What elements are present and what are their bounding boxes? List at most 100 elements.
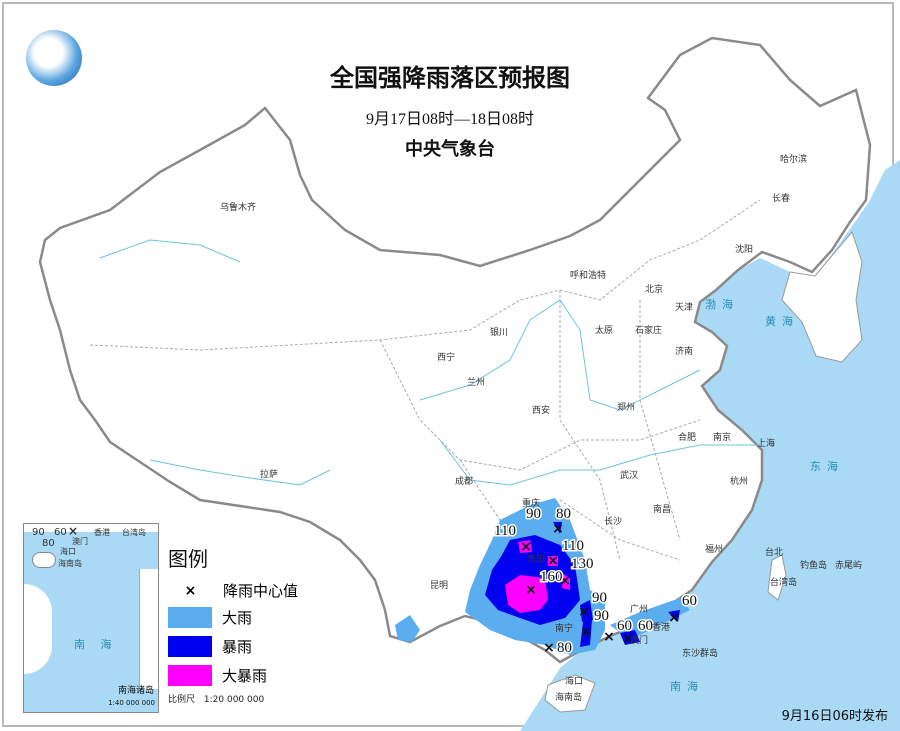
rain-value: 90 — [594, 608, 609, 624]
rain-center-icon: × — [520, 539, 532, 555]
city-label: 呼和浩特 — [570, 269, 606, 281]
map-title: 全国强降雨落区预报图 — [330, 64, 570, 92]
issuer: 中央气象台 — [405, 139, 495, 160]
legend: 图例 × 降雨中心值 大雨 暴雨 大暴雨 比例尺 1:20 000 000 — [168, 543, 298, 705]
rain-value: 110 — [562, 538, 584, 554]
legend-item-storm: 暴雨 — [168, 636, 298, 657]
rain-centers: × × × × × × × × × × × — [520, 521, 680, 656]
inset-label: 香港 — [94, 528, 110, 537]
rain-center-icon: × — [603, 629, 615, 645]
rain-value: 60 — [638, 618, 653, 634]
city-label: 武汉 — [620, 469, 638, 481]
legend-item-rain-center: × 降雨中心值 — [168, 580, 298, 601]
city-label: 台北 — [765, 546, 783, 558]
title-block: 全国强降雨落区预报图 9月17日08时—18日08时 中央气象台 — [0, 58, 900, 161]
rain-center-icon: × — [668, 610, 680, 626]
legend-label: 暴雨 — [222, 638, 253, 656]
city-label: 香港 — [652, 621, 670, 633]
forecast-period: 9月17日08时—18日08时 — [365, 111, 534, 128]
rain-value: 90 — [526, 506, 541, 522]
inset-label: 海口 — [60, 547, 76, 556]
korea-peninsula — [781, 231, 863, 363]
cma-logo — [26, 30, 82, 86]
hainan-island — [544, 674, 596, 713]
city-label: 贵阳 — [527, 553, 545, 565]
city-label: 海口 — [565, 675, 583, 687]
rain-area-severe — [505, 540, 570, 613]
rain-value: 60 — [617, 618, 632, 634]
sea-label: 渤海 — [705, 297, 739, 311]
city-label: 石家庄 — [635, 324, 662, 336]
city-label: 合肥 — [678, 431, 696, 443]
rain-center-icon: × — [543, 640, 555, 656]
city-label: 成都 — [455, 475, 473, 487]
china-outline — [38, 36, 872, 664]
city-label: 哈尔滨 — [780, 153, 807, 165]
city-label: 杭州 — [730, 475, 748, 487]
swatch-storm — [168, 636, 212, 657]
city-label: 福州 — [705, 543, 723, 555]
rain-value: 110 — [494, 523, 516, 539]
legend-label: 大雨 — [222, 609, 253, 627]
city-label: 赤尾屿 — [835, 560, 862, 571]
legend-title: 图例 — [168, 547, 208, 571]
rain-center-icon: × — [68, 524, 79, 538]
inset-value: 60 — [54, 527, 67, 538]
city-label: 东沙群岛 — [682, 647, 718, 659]
city-label: 太原 — [595, 324, 613, 336]
rain-center-icon: × — [622, 631, 634, 647]
sea-label: 黄海 — [765, 314, 799, 328]
legend-item-heavy: 大雨 — [168, 607, 298, 628]
rain-value: 80 — [557, 640, 572, 656]
scale-label: 比例尺 — [168, 695, 196, 705]
inset-label: 台湾岛 — [122, 528, 146, 537]
city-label: 银川 — [490, 326, 508, 338]
rain-area-storm — [485, 522, 680, 647]
rain-center-icon: × — [559, 573, 571, 589]
city-label: 南昌 — [653, 503, 671, 515]
city-label: 北京 — [645, 283, 663, 295]
south-china-sea-inset: 90 60 × 80 台湾岛 海口 海南岛 澳门 香港 南 海 南海诸岛 1:4… — [23, 523, 159, 713]
taiwan-island — [767, 554, 787, 601]
city-label: 天津 — [675, 302, 693, 313]
issue-time: 9月16日06时发布 — [781, 705, 888, 724]
rain-center-icon: × — [578, 604, 590, 620]
inset-sea-label: 南 海 — [74, 638, 118, 651]
inset-value: 80 — [42, 538, 55, 549]
inset-scale: 1:40 000 000 — [108, 699, 155, 707]
city-label: 上海 — [757, 437, 775, 449]
rain-center-icon: × — [552, 521, 564, 537]
swatch-heavy — [168, 607, 212, 628]
city-label: 长春 — [772, 192, 790, 204]
inset-label: 海南岛 — [58, 559, 82, 568]
city-label: 澳门 — [630, 634, 648, 646]
city-label: 西安 — [532, 404, 550, 416]
city-label: 南宁 — [555, 622, 573, 634]
province-borders — [89, 199, 761, 561]
city-label: 拉萨 — [260, 468, 278, 480]
legend-label: 降雨中心值 — [223, 582, 299, 600]
rain-value: 80 — [556, 506, 571, 522]
scale-value: 1:20 000 000 — [203, 695, 265, 705]
rain-value: 60 — [682, 593, 697, 609]
city-labels: 乌鲁木齐 哈尔滨 长春 沈阳 呼和浩特 北京 天津 银川 太原 石家庄 西宁 兰… — [220, 153, 862, 703]
sea-label: 南海 — [670, 679, 704, 693]
sea-label: 东海 — [810, 459, 844, 473]
inset-value: 90 — [32, 527, 45, 538]
legend-item-severe: 大暴雨 — [168, 665, 298, 686]
city-label: 济南 — [675, 345, 693, 357]
rain-center-icon: × — [525, 582, 537, 598]
inset-title: 南海诸岛 — [117, 686, 154, 696]
city-label: 台湾岛 — [770, 576, 797, 588]
city-label: 钓鱼岛 — [800, 559, 827, 571]
city-label: 西宁 — [437, 351, 455, 363]
city-label: 乌鲁木齐 — [220, 201, 256, 213]
city-label: 沈阳 — [735, 243, 753, 255]
rain-value: 130 — [571, 556, 594, 572]
city-label: 郑州 — [617, 401, 635, 413]
city-label: 广州 — [630, 603, 648, 615]
rain-value: 90 — [592, 590, 607, 606]
city-label: 兰州 — [467, 376, 485, 388]
